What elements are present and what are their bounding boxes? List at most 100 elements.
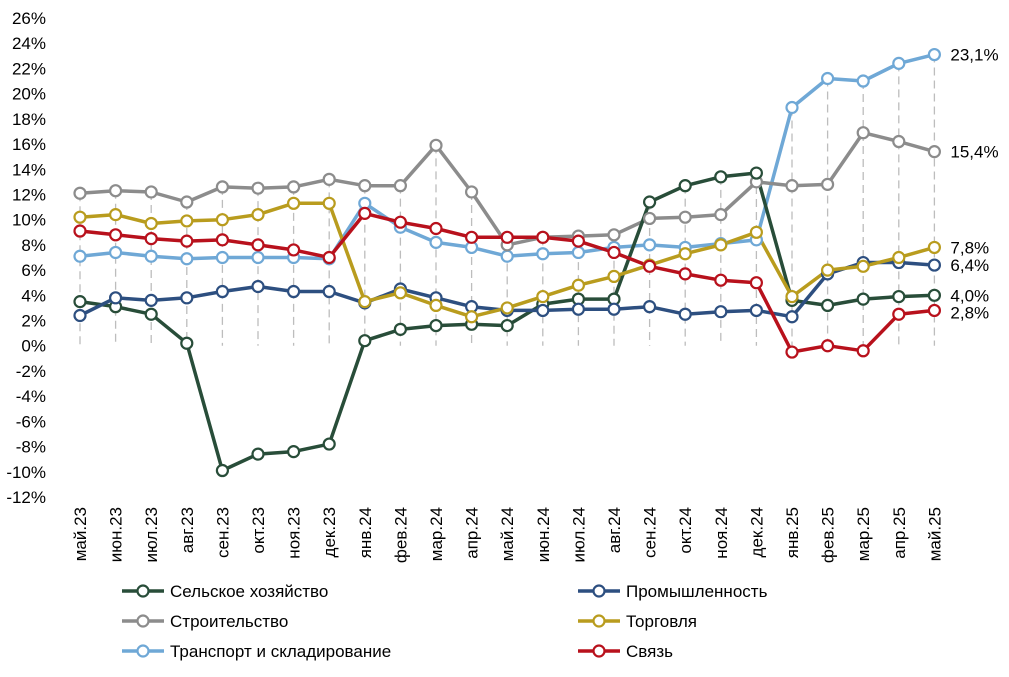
data-point [500, 230, 514, 244]
data-point [393, 322, 407, 336]
data-point [892, 250, 906, 265]
legend-label: Строительство [170, 612, 288, 631]
y-tick-label: -12% [6, 488, 46, 507]
data-point [73, 308, 87, 323]
data-point [892, 289, 906, 304]
data-point [429, 221, 443, 236]
x-tick-label: апр.24 [463, 507, 482, 559]
data-point [892, 307, 906, 321]
data-point [322, 284, 336, 299]
legend-swatch-marker [136, 584, 150, 598]
data-point [73, 186, 87, 200]
data-point [678, 307, 692, 321]
y-tick-label: 2% [21, 312, 46, 331]
y-tick-label: -4% [16, 387, 46, 406]
legend-label: Торговля [626, 612, 697, 631]
y-tick-label: 22% [12, 59, 46, 78]
data-point [785, 100, 799, 115]
data-point [714, 170, 728, 184]
x-tick-label: июн.24 [534, 507, 553, 562]
data-point [856, 259, 870, 273]
data-point [144, 216, 158, 231]
x-tick-label: фев.24 [391, 507, 410, 563]
end-labels: 23,1% 15,4% 7,8%6,4% 4,0%2,8% [950, 46, 998, 323]
end-value-label: 23,1% [950, 46, 998, 65]
legend-label: Связь [626, 642, 673, 661]
y-tick-label: 8% [21, 236, 46, 255]
legend-swatch-marker [592, 614, 606, 628]
data-point [393, 286, 407, 300]
data-point [820, 298, 835, 312]
legend-label: Транспорт и складирование [170, 642, 391, 661]
x-tick-label: мар.24 [427, 507, 446, 561]
data-point [642, 211, 657, 226]
x-tick-label: окт.23 [249, 507, 268, 554]
data-point [358, 206, 372, 220]
legend: Сельское хозяйство Промышленность Строител… [122, 582, 768, 661]
data-point [73, 295, 87, 309]
end-value-label: 15,4% [950, 143, 998, 162]
data-point [180, 195, 194, 209]
end-value-label: 2,8% [950, 303, 989, 322]
data-point [571, 302, 586, 316]
data-point [144, 185, 158, 199]
x-tick-label: ноя.23 [285, 507, 304, 559]
data-point [927, 145, 942, 159]
data-point [429, 298, 443, 312]
y-tick-label: 14% [12, 160, 46, 179]
data-point [108, 245, 123, 260]
data-point [927, 288, 942, 302]
data-point [785, 179, 799, 193]
data-point [571, 234, 586, 248]
legend-swatch-marker [136, 644, 150, 658]
data-point [785, 345, 799, 359]
data-point [322, 196, 336, 210]
y-tick-label: 12% [12, 185, 46, 204]
data-point [180, 336, 194, 350]
data-point [429, 318, 443, 333]
data-point [642, 238, 657, 252]
x-tick-label: авг.24 [605, 507, 624, 553]
data-point [714, 208, 728, 222]
x-tick-label: янв.25 [783, 507, 802, 558]
legend-label: Промышленность [626, 582, 768, 601]
data-point [144, 231, 158, 246]
data-point [215, 233, 229, 247]
x-tick-label: окт.24 [676, 507, 695, 554]
y-tick-label: 10% [12, 211, 46, 230]
data-point [571, 245, 586, 260]
data-point [393, 179, 407, 193]
data-point [358, 334, 372, 348]
series-markers [73, 47, 942, 478]
y-tick-label: 20% [12, 85, 46, 104]
data-point [180, 252, 194, 266]
data-point [820, 71, 835, 86]
y-tick-label: 18% [12, 110, 46, 129]
data-point [536, 289, 550, 304]
data-point [465, 230, 479, 244]
data-point [856, 292, 870, 306]
x-tick-label: дек.23 [320, 507, 339, 557]
legend-swatch-marker [592, 584, 606, 598]
data-point [714, 238, 728, 252]
data-point [215, 180, 229, 194]
end-value-label: 6,4% [950, 256, 989, 275]
y-tick-label: 26% [12, 9, 46, 28]
data-point [108, 184, 123, 198]
x-tick-label: янв.24 [356, 507, 375, 558]
data-point [287, 284, 301, 299]
x-tick-label: апр.25 [890, 507, 909, 559]
end-value-label: 7,8% [950, 238, 989, 257]
data-point [714, 273, 728, 287]
data-point [251, 447, 265, 461]
y-tick-label: -2% [16, 362, 46, 381]
data-point [678, 247, 692, 261]
end-value-label: 4,0% [950, 286, 989, 305]
y-tick-label: -10% [6, 463, 46, 482]
data-point [108, 208, 123, 222]
data-point [73, 224, 87, 238]
data-point [678, 179, 692, 193]
x-tick-label: мар.25 [854, 507, 873, 561]
data-point [144, 307, 158, 321]
